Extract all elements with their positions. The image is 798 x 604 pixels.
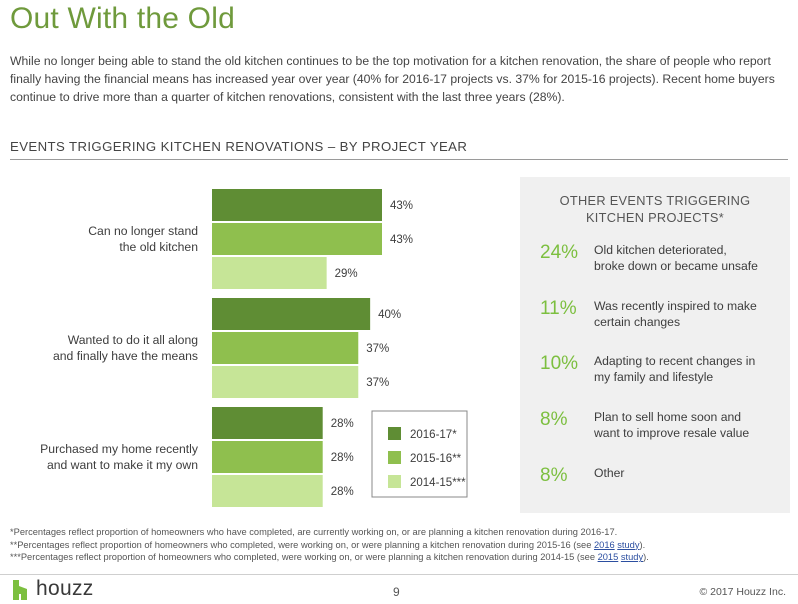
data-label: 28%: [331, 452, 354, 464]
legend-swatch: [388, 451, 401, 464]
copyright: © 2017 Houzz Inc.: [699, 586, 786, 598]
page-number: 9: [393, 585, 400, 599]
events-bar-chart: Can no longer stand the old kitchen 43% 43%…: [40, 189, 468, 507]
study-2015-link[interactable]: 2015: [597, 552, 619, 563]
other-event-item: 8% Plan to sell home soon and want to im…: [520, 409, 790, 449]
other-event-text-line1: Was recently inspired to make: [594, 299, 757, 313]
legend-swatch: [388, 475, 401, 488]
data-label: 28%: [331, 418, 354, 430]
category-label: and finally have the means: [53, 349, 198, 363]
other-event-item: 24% Old kitchen deteriorated, broke down…: [520, 242, 790, 282]
intro-paragraph: While no longer being able to stand the …: [10, 54, 775, 104]
category-label: Wanted to do it all along: [68, 333, 198, 347]
data-label: 40%: [378, 309, 401, 321]
houzz-logo-icon: [13, 580, 27, 600]
bar: [212, 441, 323, 473]
category-label: Can no longer stand: [88, 224, 198, 238]
footnote-2-text: **Percentages reflect proportion of home…: [10, 539, 594, 550]
bar: [212, 332, 359, 364]
other-event-text-line1: Adapting to recent changes in: [594, 354, 756, 368]
data-label: 43%: [390, 234, 413, 246]
other-event-percent: 24%: [540, 242, 579, 263]
footer-divider: [0, 574, 798, 575]
other-event-text-line1: Old kitchen deteriorated,: [594, 243, 727, 257]
data-label: 43%: [390, 200, 413, 212]
other-event-percent: 8%: [540, 465, 568, 486]
other-event-item: 11% Was recently inspired to make certai…: [520, 298, 790, 338]
other-event-item: 10% Adapting to recent changes in my fam…: [520, 353, 790, 393]
study-2015-link-word[interactable]: study: [620, 552, 644, 563]
bar: [212, 189, 382, 221]
other-event-text: Adapting to recent changes in my family …: [594, 353, 780, 385]
other-event-item: 8% Other: [520, 465, 790, 505]
other-events-title: OTHER EVENTS TRIGGERING KITCHEN PROJECTS…: [520, 192, 790, 226]
data-label: 29%: [335, 268, 358, 280]
legend-label: 2014-15***: [410, 477, 466, 489]
footnote-3-text: ***Percentages reflect proportion of hom…: [10, 552, 598, 563]
footnote-3: ***Percentages reflect proportion of hom…: [10, 551, 649, 564]
other-event-text: Old kitchen deteriorated, broke down or …: [594, 242, 780, 274]
other-events-title-line2: KITCHEN PROJECTS*: [585, 210, 725, 225]
section-divider: [10, 159, 788, 160]
other-event-text: Other: [594, 465, 780, 481]
other-event-text-line1: Plan to sell home soon and: [594, 410, 742, 424]
other-event-text-line2: broke down or became unsafe: [594, 259, 758, 273]
category-label: and want to make it my own: [47, 458, 198, 472]
page-title: Out With the Old: [10, 2, 235, 35]
other-event-percent: 11%: [540, 298, 577, 319]
other-event-percent: 10%: [540, 353, 579, 374]
study-2016-link[interactable]: 2016: [593, 539, 615, 550]
data-label: 37%: [366, 377, 389, 389]
section-title: EVENTS TRIGGERING KITCHEN RENOVATIONS – …: [10, 139, 468, 154]
legend-label: 2015-16**: [410, 453, 462, 465]
footnote-2-close: ).: [639, 539, 646, 550]
other-event-text-line2: want to improve resale value: [594, 426, 750, 440]
houzz-logo-text: houzz: [36, 577, 94, 600]
data-label: 28%: [331, 486, 354, 498]
footnotes: *Percentages reflect proportion of homeo…: [10, 526, 649, 564]
legend-swatch: [388, 427, 401, 440]
bar: [212, 407, 323, 439]
other-event-text: Plan to sell home soon and want to impro…: [594, 409, 780, 441]
category-label: Purchased my home recently: [40, 442, 199, 456]
other-event-text-line2: my family and lifestyle: [594, 370, 714, 384]
bar: [212, 475, 323, 507]
bar: [212, 223, 382, 255]
bar: [212, 298, 371, 330]
legend-box: [371, 410, 468, 498]
category-label: the old kitchen: [119, 240, 198, 254]
bar: [212, 257, 327, 289]
bar: [212, 366, 359, 398]
footnote-2: **Percentages reflect proportion of home…: [10, 539, 649, 552]
other-event-text-line1: Other: [594, 466, 625, 480]
other-event-percent: 8%: [540, 409, 568, 430]
legend-label: 2016-17*: [410, 429, 457, 441]
other-event-text-line2: certain changes: [594, 315, 681, 329]
data-label: 37%: [366, 343, 389, 355]
study-2016-link-word[interactable]: study: [617, 539, 640, 550]
other-event-text: Was recently inspired to make certain ch…: [594, 298, 780, 330]
other-events-panel: OTHER EVENTS TRIGGERING KITCHEN PROJECTS…: [520, 177, 790, 513]
other-events-title-line1: OTHER EVENTS TRIGGERING: [559, 193, 751, 208]
footnote-1: *Percentages reflect proportion of homeo…: [10, 527, 618, 537]
footnote-3-close: ).: [643, 552, 649, 563]
